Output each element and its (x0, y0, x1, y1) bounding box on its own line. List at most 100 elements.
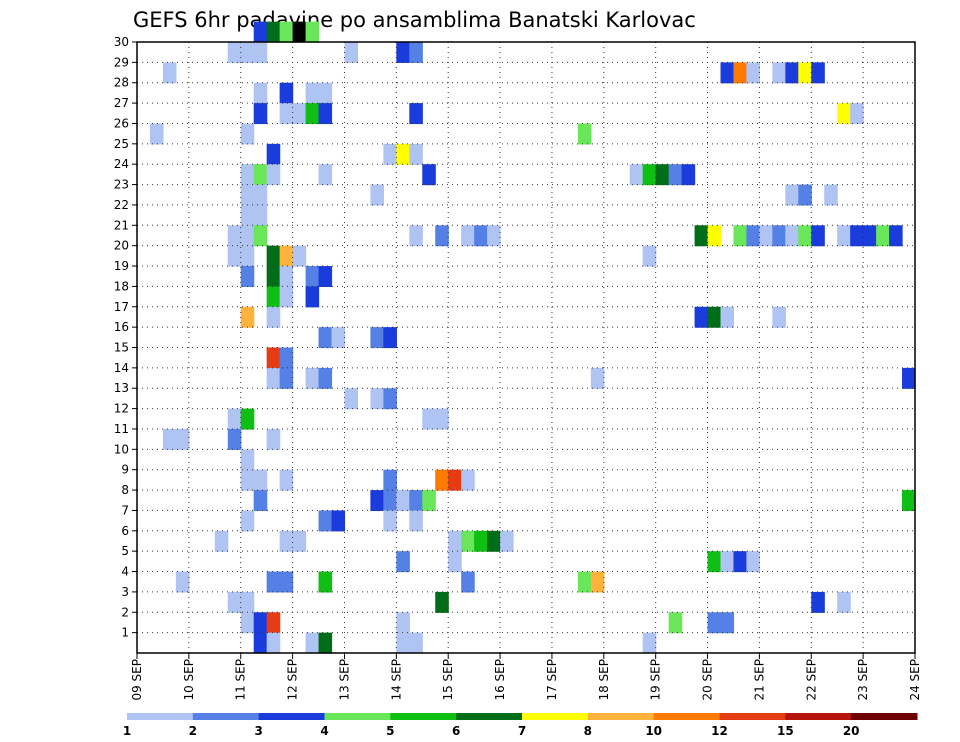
heatmap-cell (253, 490, 268, 512)
heatmap-cell (798, 184, 812, 206)
heatmap-cell (344, 42, 359, 63)
heatmap-cell (266, 306, 281, 328)
y-tick-label: 19 (114, 259, 129, 273)
colorbar-label: 20 (843, 724, 860, 738)
heatmap-cell (240, 225, 255, 247)
heatmap-cell (240, 612, 255, 634)
heatmap-cell (448, 530, 462, 552)
y-tick-label: 22 (114, 198, 129, 212)
x-tick-label: 24 SEP (908, 659, 922, 701)
heatmap-cell (435, 469, 449, 491)
heatmap-cell (720, 62, 735, 84)
heatmap-cell (240, 164, 255, 186)
heatmap-cell (253, 225, 268, 247)
y-tick-label: 15 (114, 341, 129, 355)
heatmap-cell (500, 530, 514, 552)
colorbar-label: 15 (777, 724, 794, 738)
heatmap-cells (149, 21, 916, 654)
heatmap-cell (279, 347, 294, 369)
y-tick-label: 25 (114, 137, 129, 151)
heatmap-cell (240, 306, 255, 328)
heatmap-cell (772, 306, 786, 328)
heatmap-cell (305, 632, 320, 654)
heatmap-cell (266, 347, 281, 369)
y-tick-label: 7 (121, 503, 129, 517)
heatmap-cell (162, 62, 177, 84)
heatmap-cell (837, 103, 851, 125)
heatmap-cell (681, 164, 696, 186)
heatmap-cell (279, 367, 294, 389)
heatmap-cell (422, 164, 436, 186)
x-tick-label: 14 SEP (389, 659, 403, 701)
heatmap-cell (292, 245, 307, 267)
heatmap-cell (253, 632, 268, 654)
colorbar-swatch (127, 713, 194, 720)
heatmap-cell (305, 21, 320, 43)
heatmap-cell (785, 62, 799, 84)
colorbar-swatch (851, 713, 918, 720)
colorbar-swatch (522, 713, 589, 720)
heatmap-cell (318, 632, 333, 654)
x-tick-label: 20 SEP (701, 659, 715, 701)
y-tick-label: 9 (121, 463, 129, 477)
heatmap-cell (487, 530, 501, 552)
heatmap-cell (668, 164, 683, 186)
colorbar-swatch (390, 713, 457, 720)
heatmap-cell (331, 327, 346, 349)
heatmap-cell (590, 571, 605, 593)
colorbar-label: 6 (452, 724, 460, 738)
heatmap-cell (370, 327, 384, 349)
heatmap-cell (253, 82, 268, 104)
heatmap-cell (279, 530, 294, 552)
heatmap-cell (227, 428, 242, 450)
heatmap-cell (318, 327, 333, 349)
x-tick-label: 15 SEP (441, 659, 455, 701)
heatmap-cell (370, 490, 384, 512)
heatmap-cell (162, 428, 177, 450)
y-tick-label: 18 (114, 279, 129, 293)
heatmap-cell (642, 164, 657, 186)
heatmap-cell (266, 143, 281, 165)
heatmap-cell (435, 408, 449, 430)
y-tick-label: 23 (114, 178, 129, 192)
heatmap-cell (240, 591, 255, 613)
heatmap-cell (461, 225, 475, 247)
x-axis: 09 SEP 10 SEP 11 SEP 12 SEP 13 SEP 14 SEP 15 S… (130, 653, 922, 701)
heatmap-cell (266, 286, 281, 308)
heatmap-cell (253, 42, 268, 63)
x-tick-label: 10 SEP (182, 659, 196, 701)
heatmap-cell (266, 428, 281, 450)
heatmap-cell (720, 612, 735, 634)
heatmap-cell (642, 632, 657, 654)
heatmap-cell (642, 245, 657, 267)
heatmap-cell (461, 530, 475, 552)
heatmap-cell (824, 184, 838, 206)
y-tick-label: 11 (114, 422, 129, 436)
heatmap-cell (474, 530, 488, 552)
heatmap-cell (668, 612, 683, 634)
heatmap-cell (318, 103, 333, 125)
y-tick-label: 10 (114, 442, 129, 456)
heatmap-cell (733, 551, 748, 573)
heatmap-cell (409, 490, 423, 512)
heatmap-cell (383, 490, 397, 512)
heatmap-cell (746, 62, 760, 84)
heatmap-cell (694, 225, 709, 247)
colorbar-swatch (324, 713, 391, 720)
y-tick-label: 30 (114, 35, 129, 49)
heatmap-cell (279, 571, 294, 593)
heatmap-cell (409, 143, 423, 165)
heatmap-cell (694, 306, 709, 328)
heatmap-cell (331, 510, 346, 532)
heatmap-cell (811, 591, 825, 613)
heatmap-cell (383, 143, 397, 165)
heatmap-cell (370, 184, 384, 206)
heatmap-cell (720, 551, 735, 573)
y-tick-label: 1 (121, 626, 129, 640)
heatmap-cell (422, 490, 436, 512)
heatmap-cell (733, 225, 748, 247)
heatmap-cell (655, 164, 670, 186)
heatmap-cell (577, 123, 592, 145)
heatmap-cell (707, 225, 722, 247)
heatmap-cell (240, 266, 255, 287)
